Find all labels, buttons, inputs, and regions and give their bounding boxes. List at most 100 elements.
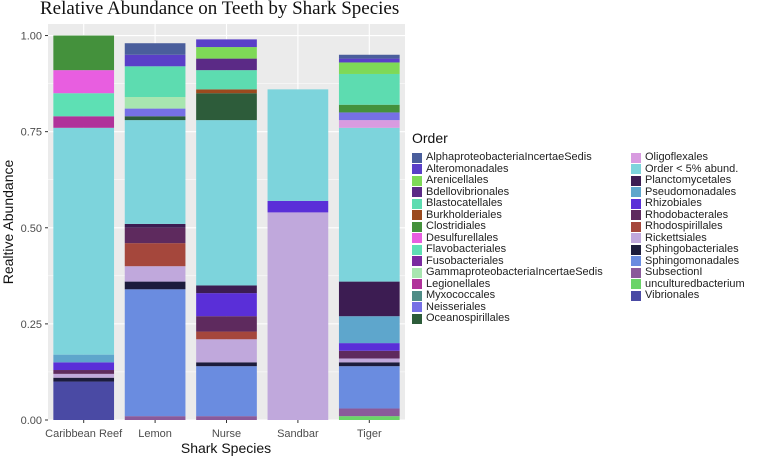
bar-segment-lemon-rhodospirillales <box>124 243 186 267</box>
bar-segment-tiger-rhodobacterales <box>338 350 400 359</box>
bar-segment-lemon-alphaproteobacteriaincertaesedis <box>124 43 186 55</box>
bar-segment-caribbean-reef-rhodobacterales <box>53 370 115 374</box>
bar-segment-lemon-oceanospirillales <box>124 116 186 121</box>
legend-item-gammaproteobacteriaincertaesedis: GammaproteobacteriaIncertaeSedis <box>412 266 627 279</box>
y-tick-label: 0.75 <box>21 127 42 139</box>
bar-segment-lemon-sphingobacteriales <box>124 281 186 290</box>
bar-segment-tiger-sphingomonadales <box>338 366 400 409</box>
x-tick-label-tiger: Tiger <box>357 428 382 440</box>
bar-segment-nurse-sphingobacteriales <box>196 362 257 367</box>
legend-swatch <box>412 175 422 186</box>
bar-segment-sandbar-rickettsiales <box>267 212 329 420</box>
bar-segment-tiger-rhizobiales <box>338 343 400 351</box>
legend-swatch <box>631 175 641 186</box>
bar-segment-lemon-order-5-abund <box>124 120 186 224</box>
legend-item-rickettsiales: Rickettsiales <box>631 231 758 245</box>
legend-label: Blastocatellales <box>426 197 503 209</box>
legend-label: Neisseriales <box>426 300 486 313</box>
legend-item-arenicellales: Arenicellales <box>412 174 627 187</box>
legend-swatch <box>631 256 641 267</box>
legend-label: Sphingobacteriales <box>645 243 739 255</box>
legend-swatch <box>412 164 422 175</box>
y-tick-label: 0.25 <box>21 319 42 331</box>
bar-segment-lemon-rhodobacterales <box>124 227 186 244</box>
legend-label: Myxococcales <box>426 289 496 301</box>
bar-segment-lemon-gammaproteobacteriaincertaesedis <box>124 97 186 109</box>
legend-label: Pseudomonadales <box>645 185 737 198</box>
legend-item-vibrionales: Vibrionales <box>631 289 758 302</box>
legend-item-rhizobiales: Rhizobiales <box>631 197 758 210</box>
legend-swatch <box>412 290 422 301</box>
bar-segment-tiger-clostridiales <box>338 104 400 113</box>
y-tick-label: 1.00 <box>21 31 42 43</box>
legend-item-legionellales: Legionellales <box>412 278 627 291</box>
legend-label: Rhodospirillales <box>645 220 723 232</box>
bar-segment-nurse-order-5-abund <box>196 120 257 286</box>
legend-swatch <box>631 164 641 175</box>
legend-swatch <box>412 221 422 232</box>
bar-segment-lemon-neisseriales <box>124 108 186 117</box>
legend-label: Arenicellales <box>426 174 489 186</box>
legend-swatch <box>631 233 641 244</box>
legend-label: Rhodobacterales <box>645 208 729 221</box>
legend-item-alteromonadales: Alteromonadales <box>412 163 627 176</box>
bar-segment-caribbean-reef-pseudomonadales <box>53 354 115 363</box>
legend-swatch <box>412 187 422 198</box>
legend-swatch <box>631 210 641 221</box>
legend-label: Desulfurellales <box>426 231 499 244</box>
legend-swatch <box>631 152 641 163</box>
bar-segment-nurse-rickettsiales <box>196 339 257 363</box>
bar-segment-lemon-sphingomonadales <box>124 289 186 417</box>
legend-label: Flavobacteriales <box>426 243 507 255</box>
bar-segment-caribbean-reef-rickettsiales <box>53 373 115 378</box>
legend-swatch <box>412 267 422 278</box>
legend-swatch <box>631 279 641 290</box>
legend-label: Bdellovibrionales <box>426 185 510 198</box>
legend-label: Rickettsiales <box>645 231 707 244</box>
bar-segment-tiger-unculturedbacterium <box>338 416 400 420</box>
x-tick-label-caribbean-reef: Caribbean Reef <box>45 428 123 440</box>
x-tick-label-nurse: Nurse <box>212 428 241 440</box>
y-tick-label: 0.00 <box>21 415 42 427</box>
y-axis-title: Realtive Abundance <box>0 160 16 285</box>
legend-item-clostridiales: Clostridiales <box>412 220 627 233</box>
bar-segment-tiger-oligoflexales <box>338 120 400 128</box>
legend-label: Vibrionales <box>645 289 700 301</box>
bar-segment-tiger-rickettsiales <box>338 358 400 363</box>
bar-segment-nurse-bdellovibrionales <box>196 58 257 71</box>
x-tick-label-sandbar: Sandbar <box>277 428 319 440</box>
legend-label: Order < 5% abund. <box>645 162 739 175</box>
legend-swatch <box>631 187 641 198</box>
legend-item-order-5-abund: Order < 5% abund. <box>631 162 758 176</box>
legend-item-bdellovibrionales: Bdellovibrionales <box>412 185 627 199</box>
x-axis-title: Shark Species <box>181 440 271 456</box>
bar-segment-lemon-blastocatellales <box>124 66 186 98</box>
bar-segment-caribbean-reef-rhizobiales <box>53 362 115 371</box>
bar-segment-tiger-pseudomonadales <box>338 316 400 344</box>
legend-label: unculturedbacterium <box>645 277 745 290</box>
legend-item-rhodospirillales: Rhodospirillales <box>631 220 758 233</box>
bar-segment-nurse-burkholderiales <box>196 89 257 94</box>
bar-segment-nurse-subsectioni <box>196 416 257 420</box>
legend-item-fusobacteriales: Fusobacteriales <box>412 255 627 268</box>
bar-segment-caribbean-reef-order-5-abund <box>53 127 115 355</box>
legend-label: GammaproteobacteriaIncertaeSedis <box>426 266 603 278</box>
y-axis: 0.00 0.25 0.50 0.75 1.00 <box>21 31 48 427</box>
bar-segment-tiger-arenicellales <box>338 62 400 74</box>
bar-segment-nurse-sphingomonadales <box>196 366 257 417</box>
bar-segment-lemon-alteromonadales <box>124 54 186 67</box>
bar-segment-caribbean-reef-flavobacteriales <box>53 93 115 117</box>
legend-swatch <box>412 152 422 163</box>
bar-segment-lemon-subsectioni <box>124 416 186 420</box>
legend-swatch <box>412 313 422 324</box>
legend-label: Burkholderiales <box>426 208 502 221</box>
legend-item-sphingomonadales: Sphingomonadales <box>631 255 758 268</box>
bar-segment-caribbean-reef-legionellales <box>53 116 115 128</box>
bar-segment-sandbar-rhizobiales <box>267 200 329 213</box>
legend-item-flavobacteriales: Flavobacteriales <box>412 243 627 256</box>
bar-segment-nurse-rhodospirillales <box>196 331 257 340</box>
legend-label: Oceanospirillales <box>426 312 510 324</box>
bar-segment-nurse-rhizobiales <box>196 293 257 317</box>
legend-label: Clostridiales <box>426 220 486 232</box>
